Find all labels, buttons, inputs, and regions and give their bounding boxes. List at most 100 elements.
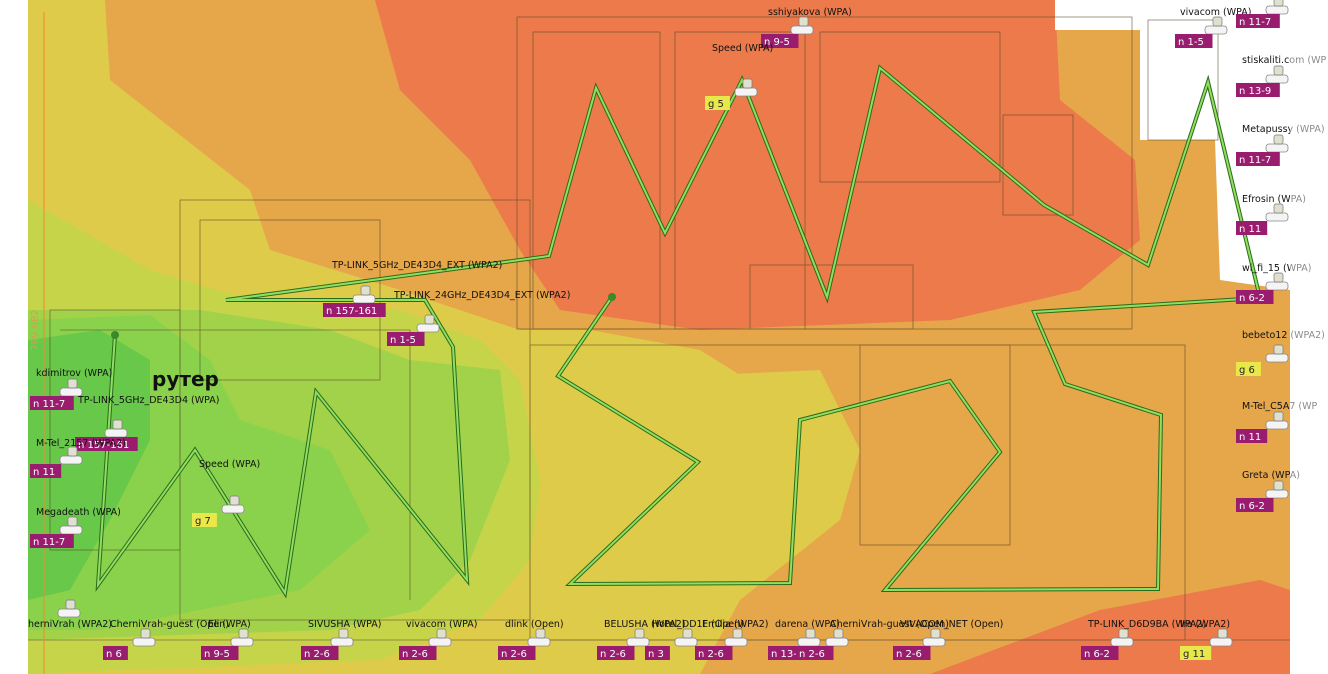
channel-label: g 5 (708, 99, 724, 110)
channel-label: n 13- (771, 649, 797, 660)
channel-badge (30, 396, 74, 410)
channel-label: n 2-6 (600, 649, 626, 660)
channel-label: n 6-2 (1239, 293, 1265, 304)
channel-badge (1175, 34, 1213, 48)
ap-name: Speed (WPA) (712, 43, 773, 54)
channel-label: n 157-161 (78, 440, 129, 451)
lock-icon (140, 628, 151, 639)
channel-badge (1236, 290, 1274, 304)
channel-label: g 11 (1183, 649, 1205, 660)
channel-badge (1180, 646, 1212, 660)
channel-label: n 6 (106, 649, 122, 660)
lock-icon (535, 628, 546, 639)
lock-icon (1217, 628, 1228, 639)
router-icon (1265, 489, 1289, 499)
channel-label: n 157-161 (326, 306, 377, 317)
ap-name: wi_fi_15 (WPA) (1242, 263, 1311, 274)
router-icon (626, 637, 650, 647)
channel-badge (201, 646, 239, 660)
router-icon (1265, 5, 1289, 15)
channel-badge (796, 646, 834, 660)
lock-icon (798, 16, 809, 27)
lock-icon (67, 516, 78, 527)
channel-badge (399, 646, 437, 660)
ap-name: stiskaliti.com (WP (1242, 55, 1326, 66)
lock-icon (682, 628, 693, 639)
lock-icon (634, 628, 645, 639)
ap-name: Greta (WPA) (1242, 470, 1300, 481)
ap-name: Hotel_DD1F (Open) (652, 619, 744, 630)
router-icon (1265, 420, 1289, 430)
zone-yellow (650, 370, 860, 540)
router-icon (674, 637, 698, 647)
channel-label: n 3 (648, 649, 664, 660)
lock-icon (1212, 16, 1223, 27)
channel-badge (645, 646, 670, 660)
lock-icon (360, 285, 371, 296)
ap-name: Speed (WPA) (199, 459, 260, 470)
router-icon (352, 294, 376, 304)
ap-name: SIVUSHA (WPA) (308, 619, 381, 630)
ap-name: vivacom (WPA) (406, 619, 477, 630)
ap-name: Megadeath (WPA) (36, 507, 121, 518)
channel-label: n 1-5 (390, 335, 416, 346)
lock-icon (1273, 272, 1284, 283)
ap-name: herniVrah (WPA2) (28, 619, 112, 630)
router-icon (825, 637, 849, 647)
lock-icon (1273, 480, 1284, 491)
channel-badge (695, 646, 733, 660)
ruler-label: 789.682 (30, 309, 41, 350)
router-icon (734, 87, 758, 97)
path-end (608, 293, 616, 301)
channel-badge (1236, 362, 1261, 376)
router-icon (221, 504, 245, 514)
ap-name: darena (WPA) (775, 619, 840, 630)
lock-icon (1273, 203, 1284, 214)
channel-label: n 9-5 (764, 37, 790, 48)
lock-icon (732, 628, 743, 639)
router-icon (57, 608, 81, 618)
lock-icon (436, 628, 447, 639)
channel-badge (705, 96, 730, 110)
channel-badge (761, 34, 799, 48)
ap-name: TP-LINK_5GHz_DE43D4_EXT (WPA2) (331, 260, 502, 271)
channel-label: n 11-7 (33, 537, 65, 548)
lock-icon (742, 78, 753, 89)
router-icon (59, 455, 83, 465)
lock-icon (67, 378, 78, 389)
channel-label: n 11-7 (1239, 155, 1271, 166)
ap-name: M-Tel_C5A7 (WP (1242, 401, 1318, 412)
channel-label: n 11 (1239, 224, 1261, 235)
lock-icon (338, 628, 349, 639)
channel-badge (893, 646, 931, 660)
lock-icon (65, 599, 76, 610)
router-icon (1265, 74, 1289, 84)
router-icon (797, 637, 821, 647)
zone-red (375, 0, 1140, 330)
channel-label: n 11 (1239, 432, 1261, 443)
channel-label: n 11 (33, 467, 55, 478)
ap-name: CherniVrah-guest (Open) (110, 619, 229, 630)
lock-icon (1273, 0, 1284, 7)
router-icon (1265, 143, 1289, 153)
ap-name: Metapussy (WPA) (1242, 124, 1325, 135)
channel-label: n 2-6 (501, 649, 527, 660)
lock-icon (1273, 65, 1284, 76)
router-icon (922, 637, 946, 647)
ap-name: TP-LINK_24GHz_DE43D4_EXT (WPA2) (393, 290, 570, 301)
lock-icon (930, 628, 941, 639)
channel-label: g 6 (1239, 365, 1255, 376)
channel-badge (1236, 14, 1280, 28)
channel-badge (387, 332, 425, 346)
channel-badge (1236, 429, 1268, 443)
channel-label: g 7 (195, 516, 211, 527)
channel-label: n 2-6 (304, 649, 330, 660)
channel-badge (75, 437, 138, 451)
router-icon (1265, 212, 1289, 222)
channel-badge (1236, 498, 1274, 512)
router-icon (527, 637, 551, 647)
channel-badge (1081, 646, 1119, 660)
router-icon (1209, 637, 1233, 647)
channel-badge (597, 646, 635, 660)
